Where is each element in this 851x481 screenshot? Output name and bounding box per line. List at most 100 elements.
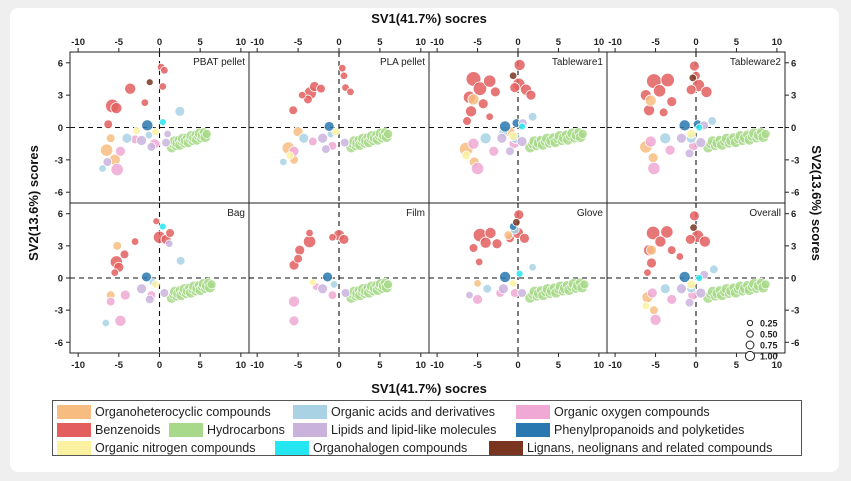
data-point [152,217,161,226]
bottom-axis-title: SV1(41.7%) socres [371,381,487,396]
data-point [294,244,306,256]
size-key-label: 1.00 [760,352,778,362]
x-tick-label: 10 [772,37,783,48]
data-point [105,133,116,144]
y-tick-label: -3 [55,306,63,317]
x-tick-label: 5 [556,37,562,48]
data-point [489,86,501,98]
data-point [659,283,671,295]
panel-bag: Bag -10 -5 0 5 10 -6 -3 0 3 6 [55,202,250,371]
x-tick-label: 10 [236,360,247,371]
legend-swatch [516,422,550,437]
data-point [700,85,713,98]
legend-item: Phenylpropanoids and polyketides [516,421,744,438]
data-point [695,137,707,149]
x-tick-label: 5 [377,360,383,371]
data-point [505,146,515,157]
data-point [288,315,300,327]
y-tick-label: -6 [791,188,799,199]
size-key-label: 0.25 [760,319,778,329]
data-point [708,264,719,275]
hydrocarbon-point [383,129,393,139]
data-point [479,236,492,249]
data-point [518,122,526,131]
data-point [121,132,133,144]
legend-swatch [57,404,91,419]
data-point [316,83,326,94]
data-point [666,96,678,108]
data-point [467,93,480,106]
data-point [338,63,347,73]
data-point [666,245,677,255]
data-point [465,290,474,300]
data-point [305,228,314,238]
data-point [151,280,160,289]
data-point [101,318,110,328]
y-tick-label: 6 [791,58,796,69]
legend-swatch [275,440,309,455]
data-point [322,271,333,283]
data-point [105,296,116,307]
data-point [158,222,167,231]
data-point [115,145,126,157]
x-tick-label: -5 [651,360,660,371]
data-point [645,225,661,241]
data-point [659,132,672,145]
data-point [461,150,472,161]
x-tick-label: -10 [430,360,444,371]
data-point [462,116,472,126]
legend-label: Organohalogen compounds [313,440,468,455]
data-point [163,129,172,139]
data-point [159,288,170,298]
x-tick-label: 5 [198,360,204,371]
legend-item: Lipids and lipid-like molecules [293,421,496,438]
data-point [685,84,697,96]
data-point [646,287,658,299]
legend-swatch [57,440,91,455]
data-point [508,279,518,288]
x-tick-label: -10 [71,37,85,48]
data-point [695,287,707,299]
legend-item: Organic oxygen compounds [516,403,710,420]
data-point [103,119,114,130]
size-key-marker [746,319,754,327]
data-point [141,119,154,132]
data-point [499,270,512,283]
hydrocarbon-point [206,279,217,290]
data-point [339,137,350,148]
legend-swatch [516,404,550,419]
data-point [285,151,295,160]
legend-item: Organoheterocyclic compounds [57,403,271,420]
data-point [145,78,154,87]
panel-label: Tableware1 [552,57,604,68]
data-point [110,162,124,177]
legend-item: Organic nitrogen compounds [57,439,256,456]
data-point [509,82,521,93]
data-point [317,132,329,144]
size-key-label: 0.75 [760,341,778,351]
legend-item: Hydrocarbons [169,421,285,438]
data-point [346,87,355,97]
x-tick-label: 5 [734,360,740,371]
data-point [519,232,530,244]
data-point [676,283,687,295]
data-point [279,157,288,167]
y-tick-label: -6 [791,338,799,349]
data-point [660,72,675,88]
data-point [516,136,528,147]
x-tick-label: 5 [556,360,562,371]
data-point [114,314,127,327]
legend-label: Organoheterocyclic compounds [95,404,271,419]
data-point [646,244,657,256]
size-key-marker [745,340,755,350]
data-point [161,137,171,148]
data-point [689,223,698,232]
data-point [298,132,310,144]
panel-pbat-pellet: PBAT pellet -10 -5 0 5 10 -6 -3 0 3 6 [55,37,250,204]
data-point [144,294,155,305]
data-point [496,132,508,144]
x-tick-label: 0 [693,360,698,371]
data-point [482,283,493,294]
data-point [112,241,122,251]
x-tick-label: 10 [236,37,247,48]
